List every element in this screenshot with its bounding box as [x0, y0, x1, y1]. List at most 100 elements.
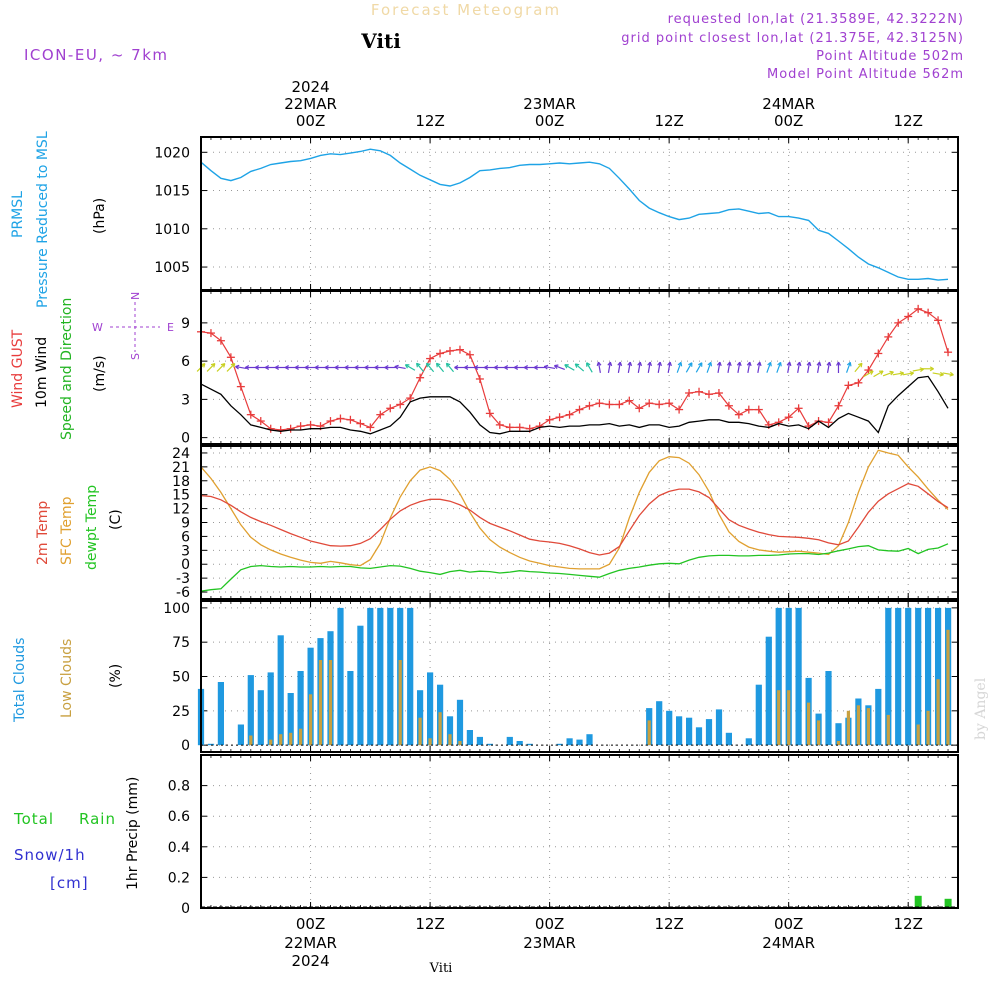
low-cloud-bar — [309, 694, 313, 746]
wind-direction-arrow — [676, 361, 683, 373]
wind-direction-arrow — [873, 370, 884, 378]
total-cloud-bar — [686, 717, 693, 746]
gust-point — [276, 425, 285, 434]
gust-point — [685, 389, 694, 397]
low-cloud-bar — [926, 710, 930, 746]
total-cloud-bar — [277, 635, 284, 746]
low-cloud-bar — [458, 741, 462, 746]
wind-direction-arrow — [766, 361, 772, 373]
total-cloud-bar — [556, 743, 563, 746]
y-tick-label: 24 — [172, 446, 190, 462]
gust-point — [854, 378, 863, 387]
total-cloud-bar — [357, 625, 364, 746]
panel-frame — [200, 445, 959, 600]
wind-line — [200, 375, 949, 435]
gust-point — [446, 346, 455, 355]
low-cloud-bar — [448, 734, 452, 746]
wind-direction-arrow — [695, 362, 703, 373]
pressure-label: Pressure Reduced to MSL — [35, 131, 51, 308]
total-cloud-bar — [765, 636, 772, 746]
gust-point — [416, 373, 425, 382]
total-cloud-bar — [427, 672, 434, 746]
y-tick-label: 0.4 — [168, 840, 190, 856]
wind-direction-arrow — [533, 365, 546, 370]
total-cloud-bar — [745, 738, 752, 746]
wind-direction-arrow — [657, 361, 662, 374]
y-tick-label: 1015 — [154, 184, 190, 200]
low-cloud-bar — [787, 690, 791, 746]
gust-point — [675, 405, 684, 414]
gust-point — [505, 423, 514, 432]
top-tick-label: 12Z — [654, 112, 683, 130]
wind-direction-arrow — [513, 365, 526, 370]
y-tick-label: 0 — [181, 557, 190, 573]
y-tick-label: 50 — [172, 670, 190, 686]
wind-direction-arrow — [254, 365, 267, 370]
gust-point — [575, 405, 584, 414]
wind-direction-arrow — [374, 365, 386, 370]
total-cloud-bar — [705, 719, 713, 746]
wind-direction-arrow — [746, 361, 752, 374]
bottom-tick-label: 00Z — [296, 915, 325, 933]
total-cloud-bar — [905, 607, 912, 746]
wind-direction-arrow — [726, 361, 732, 374]
wind-direction-arrow — [716, 361, 722, 374]
gust-point — [386, 404, 395, 413]
total-cloud-bar — [875, 688, 882, 746]
wind-direction-arrow — [494, 365, 506, 370]
low-cloud-bar — [817, 720, 821, 746]
gust-point — [515, 423, 524, 432]
total-label: Total — [13, 810, 54, 828]
gust-point — [774, 418, 783, 427]
gust-point — [585, 401, 594, 410]
total-cloud-bar — [267, 672, 274, 746]
low-cloud-bar — [299, 728, 303, 746]
wind-direction-arrow — [294, 365, 307, 370]
gust-point — [246, 410, 255, 419]
gust-point — [565, 410, 574, 419]
gust-point — [704, 390, 713, 399]
wind-direction-arrow — [245, 365, 257, 370]
total-cloud-bar — [885, 607, 892, 746]
y-tick-label: 21 — [172, 460, 190, 476]
y-tick-label: 0.8 — [168, 779, 190, 795]
wind-direction-arrow — [543, 364, 556, 370]
wind-direction-arrow — [553, 364, 565, 370]
low-cloud-bar — [438, 712, 442, 746]
wind-direction-arrow — [454, 365, 466, 370]
gust-point — [495, 420, 504, 429]
wind-direction-arrow — [226, 363, 236, 372]
gust-point — [864, 366, 873, 375]
gust-point — [665, 399, 674, 408]
snow-label: Snow/1h — [14, 846, 86, 864]
total-cloud-bar — [456, 699, 464, 746]
gust-point — [754, 405, 763, 414]
y-tick-label: 6 — [181, 529, 190, 545]
wind-direction-arrow — [384, 365, 396, 370]
wind-direction-arrow — [932, 371, 944, 377]
gust-point — [605, 400, 614, 409]
compass-w: W — [92, 321, 103, 334]
wind-direction-arrow — [334, 365, 346, 370]
pressure-panel: 1005 1010 1015 1020 — [154, 136, 959, 291]
model-point-altitude: Model Point Altitude 562m — [767, 67, 964, 82]
gust-point — [555, 413, 564, 422]
total-cloud-bar — [417, 690, 424, 746]
total-cloud-bar — [835, 723, 842, 746]
gust-point — [475, 374, 484, 383]
wind-direction-arrow — [647, 361, 653, 374]
prmsl-label: PRMSL — [10, 191, 26, 238]
y-tick-label: 6 — [181, 354, 190, 370]
temp-unit: (C) — [108, 509, 124, 530]
gust-point — [535, 422, 544, 431]
bottom-tick-label: 00Z — [774, 915, 803, 933]
gust-point — [226, 353, 235, 362]
gust-point — [914, 304, 923, 313]
gust-point — [376, 410, 385, 419]
low-cloud-bar — [856, 705, 860, 746]
total-cloud-bar — [217, 682, 224, 746]
gust-point — [236, 382, 245, 391]
total-cloud-bar — [915, 607, 922, 746]
compass-n: N — [129, 292, 142, 300]
